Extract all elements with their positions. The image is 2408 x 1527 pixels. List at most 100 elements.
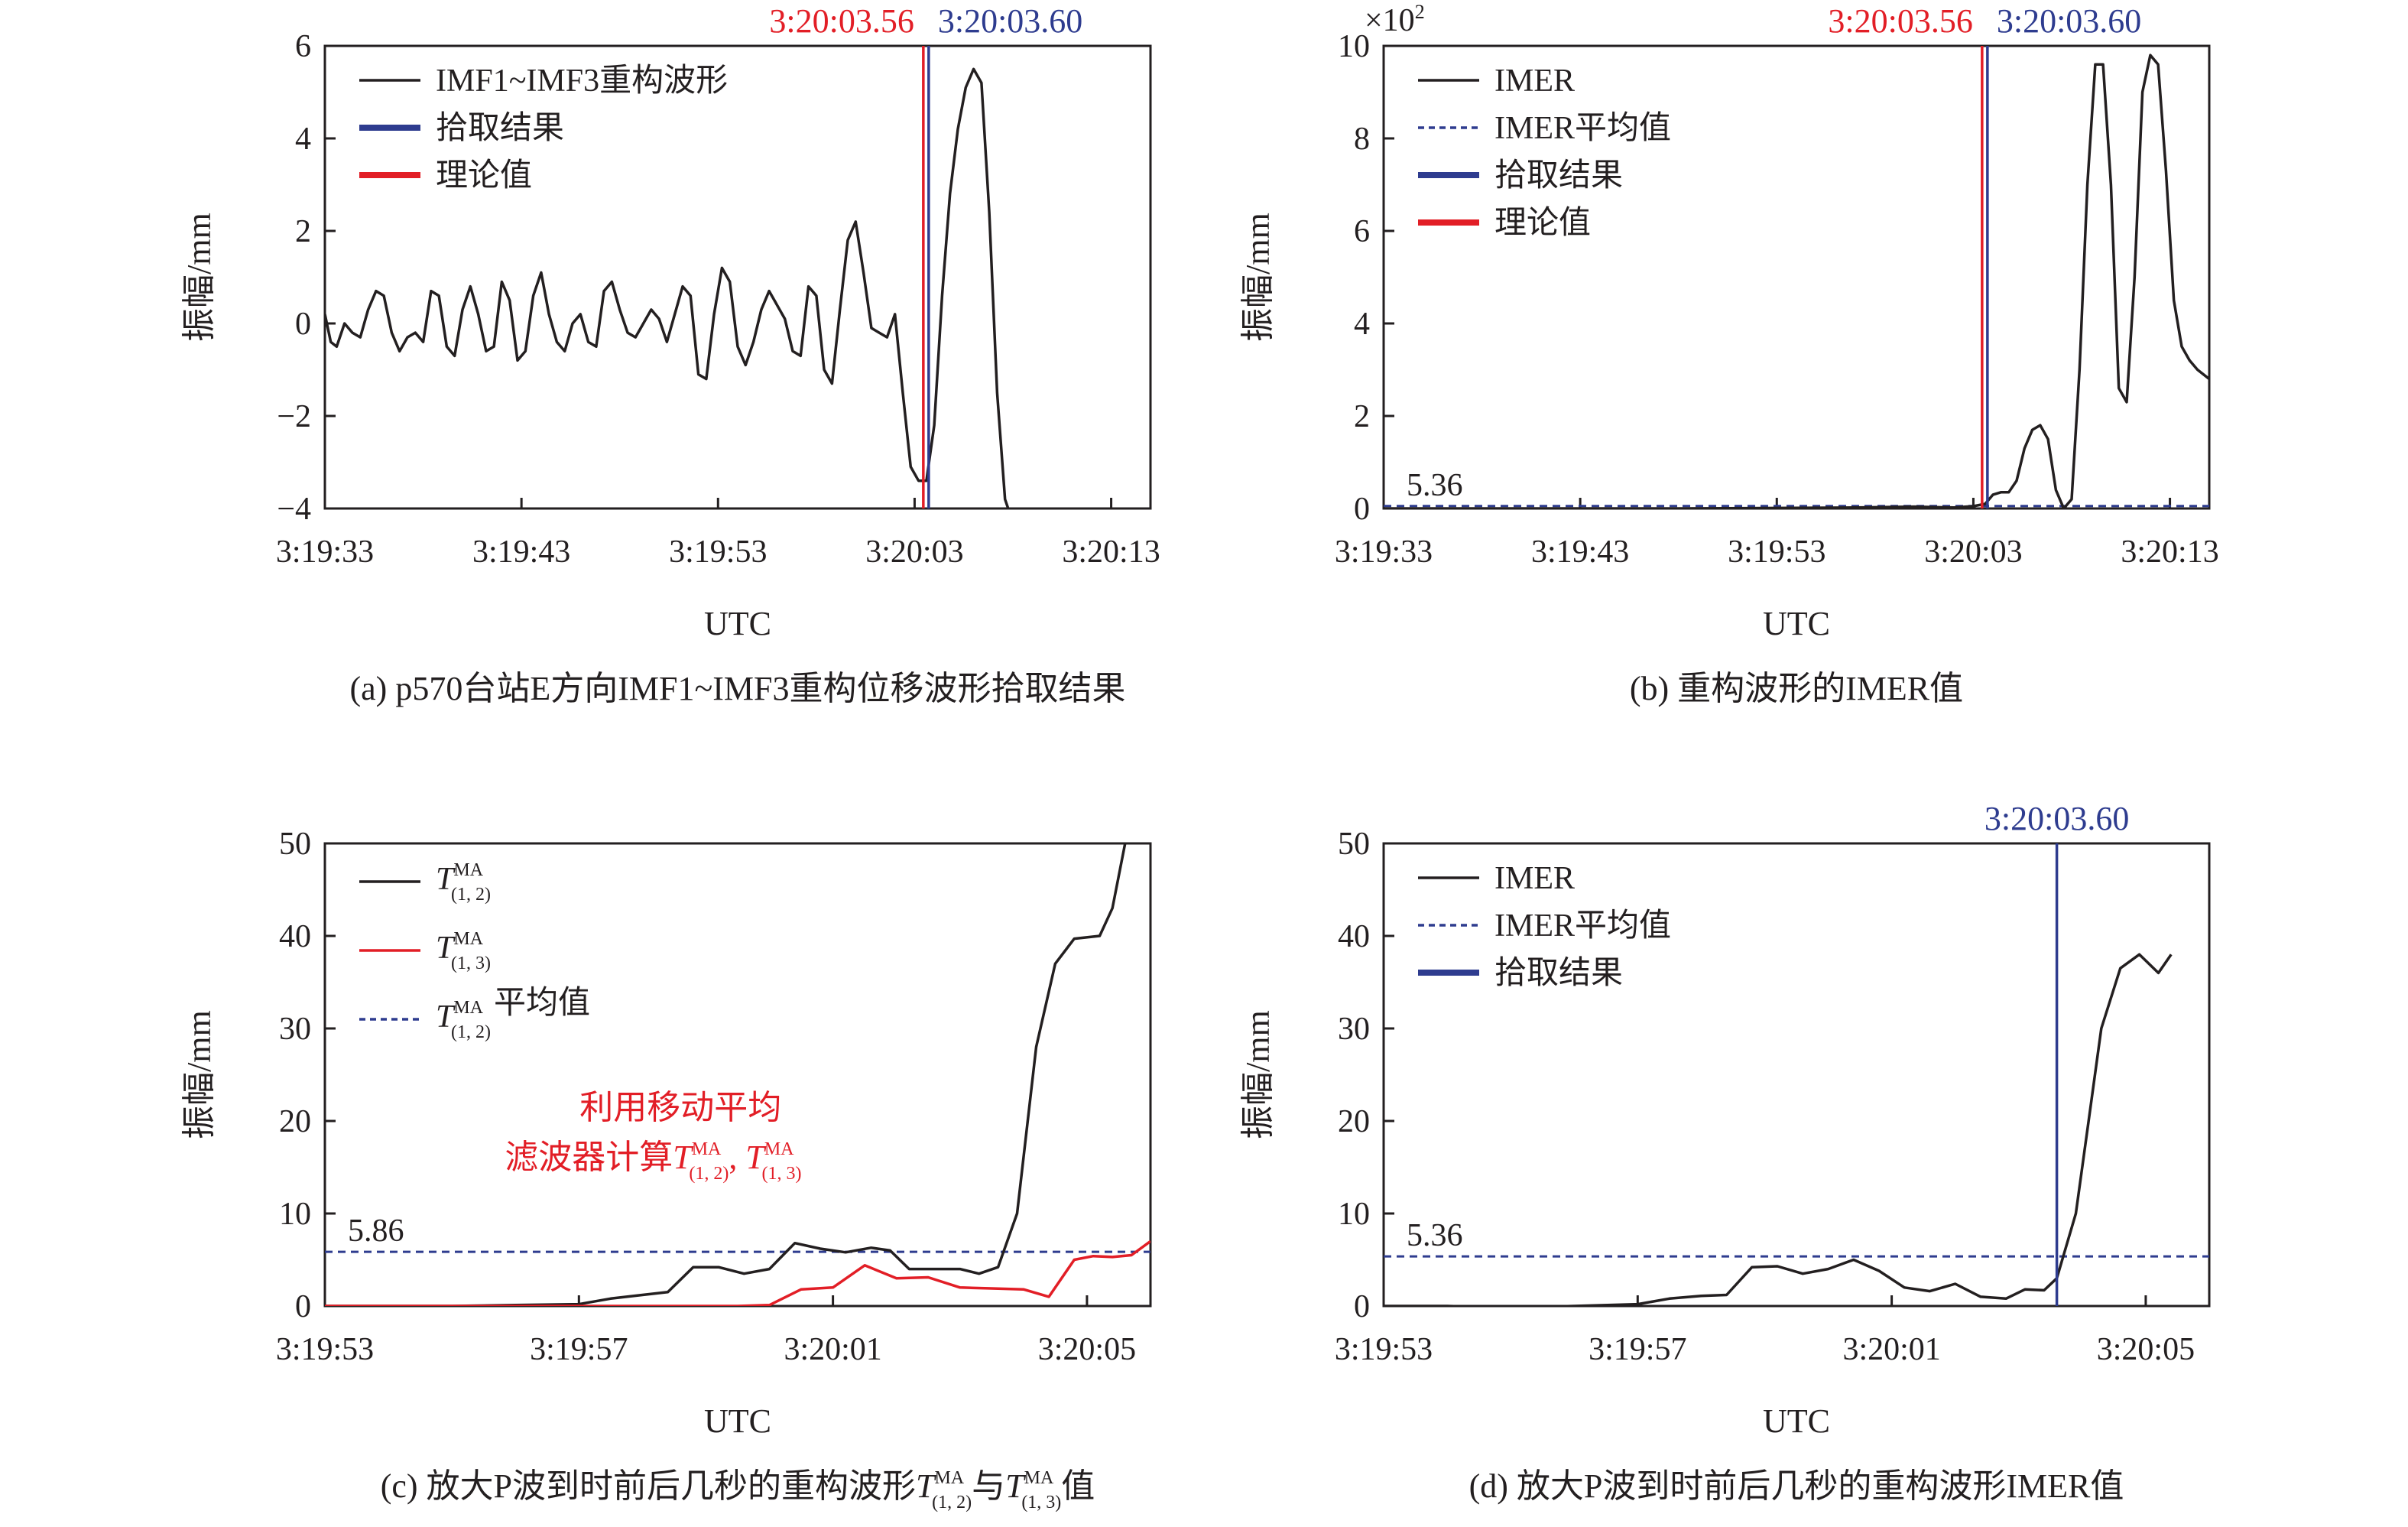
y-axis-title: 振幅/mm [180,213,218,342]
math-symbol: T [745,1139,767,1176]
x-tick-label: 3:20:05 [2097,1332,2195,1367]
plot-frame [323,44,1152,510]
plot-area [325,843,1150,1306]
y-axis-title: 振幅/mm [1239,1010,1277,1139]
x-tick-label: 3:20:05 [1038,1332,1136,1367]
caption-part: 值 [1061,1467,1095,1505]
caption-part: (c) 放大P波到时前后几秒的重构波形 [381,1467,916,1505]
annotation-line-2: 滤波器计算TMA (1, 2), TMA (1, 3) [505,1139,801,1184]
series-line-0 [325,67,1010,508]
y-tick-label: 6 [1354,214,1370,249]
math-sup: MA [453,998,483,1018]
x-tick-label: 3:19:57 [530,1332,628,1367]
series-line-0 [1384,953,2173,1306]
x-tick-label: 3:19:43 [472,534,570,570]
chart-a: −4 −2 0 2 4 6 3:19:33 3:19:43 3:19:53 3:20:03 3:20… [180,2,1160,707]
y-tick-label: 0 [1354,1289,1370,1324]
panel-caption: (c) 放大P波到时前后几秒的重构波形TMA (1, 2)与TMA (1, 3)值 [381,1467,1095,1512]
plot-area [1384,953,2209,1306]
math-symbol: T [673,1139,694,1176]
y-tick-label: −4 [277,492,311,527]
panel-caption: (b) 重构波形的IMER值 [1630,670,1963,707]
x-axis-title: UTC [1763,1402,1830,1440]
legend-label: IMF1~IMF3重构波形 [436,63,728,99]
legend-label: IMER [1494,63,1575,99]
plot-area [1384,54,2209,508]
x-tick-label: 3:19:33 [276,534,374,570]
legend: TMA (1, 2)TMA (1, 3)TMA (1, 2)平均值 [359,860,590,1042]
math-sup: MA [935,1468,965,1488]
y-tick-label: 50 [1338,827,1370,862]
legend-label: TMA (1, 2)平均值 [436,986,590,1042]
annotation-text: 滤波器计算 [505,1139,673,1176]
math-symbol: T [436,999,456,1035]
chart-b: 0 2 4 6 8 10 3:19:33 3:19:43 3:19:53 3:20:03 3:20:… [1239,1,2219,707]
legend-label: 理论值 [436,158,532,193]
plot-frame [323,842,1152,1308]
x-axis-title: UTC [704,1402,771,1440]
plot-frame [1382,842,2211,1308]
y-tick-label: 20 [279,1104,311,1139]
panel-caption: (d) 放大P波到时前后几秒的重构波形IMER值 [1469,1467,2124,1505]
y-exponent-power: 2 [1415,1,1425,23]
annotation-sep: , [729,1139,745,1176]
y-tick-label: 30 [279,1012,311,1047]
y-exponent-base: ×10 [1365,3,1415,38]
legend-label: TMA (1, 3) [436,929,491,973]
y-tick-label: 20 [1338,1104,1370,1139]
legend-label: TMA (1, 2) [436,860,491,905]
y-tick-label: 0 [295,1289,311,1324]
x-tick-label: 3:19:53 [669,534,767,570]
pick-time-label: 3:20:03.56 [1828,2,1972,40]
chart-c: 0 10 20 30 40 50 3:19:53 3:19:57 3:20:01 3:20:05 U… [180,827,1152,1512]
y-tick-label: 0 [295,307,311,342]
legend-label: IMER平均值 [1494,908,1671,944]
y-tick-label: 10 [279,1197,311,1232]
math-sub: (1, 2) [451,885,491,905]
x-tick-label: 3:20:01 [784,1332,881,1367]
y-tick-label: 2 [1354,399,1370,434]
pick-time-label: 3:20:03.60 [1997,2,2141,40]
math-sup: MA [453,929,483,949]
series-line-0 [325,843,1127,1306]
math-symbol: T [1005,1467,1027,1505]
y-tick-label: 50 [279,827,311,862]
y-tick-label: 40 [279,919,311,954]
caption-part: 与 [972,1467,1005,1505]
math-sub: (1, 2) [451,1022,491,1042]
y-tick-label: 30 [1338,1012,1370,1047]
math-symbol: T [436,931,456,966]
x-tick-label: 3:19:53 [1335,1332,1433,1367]
math-sub: (1, 3) [762,1164,802,1184]
chart-d: 0 10 20 30 40 50 3:19:53 3:19:57 3:20:01 3:20:05 U… [1239,800,2211,1505]
x-tick-label: 3:20:13 [1062,534,1160,570]
x-axis-title: UTC [1763,605,1830,642]
y-exponent-label: ×102 [1365,1,1425,38]
legend-label: IMER [1494,861,1575,896]
math-sup: MA [1024,1468,1054,1488]
mean-value-label: 5.36 [1407,1218,1463,1253]
x-tick-label: 3:19:33 [1335,534,1433,570]
legend-label: 拾取结果 [1494,956,1623,991]
math-sub: (1, 2) [932,1493,972,1512]
math-sub: (1, 2) [689,1164,729,1184]
x-tick-label: 3:20:03 [1924,534,2022,570]
y-tick-label: 2 [295,214,311,249]
pick-time-label: 3:20:03.60 [1984,800,2129,837]
plot-area [325,67,1010,508]
y-tick-label: 10 [1338,29,1370,64]
math-sup: MA [692,1139,722,1159]
x-tick-label: 3:19:53 [1728,534,1825,570]
y-tick-label: 10 [1338,1197,1370,1232]
panel-caption: (a) p570台站E方向IMF1~IMF3重构位移波形拾取结果 [349,670,1125,707]
series-line-1 [325,1239,1150,1306]
mean-value-label: 5.36 [1407,468,1463,503]
math-symbol: T [916,1467,937,1505]
y-axis-title: 振幅/mm [180,1010,218,1139]
series-line-0 [1384,54,2209,508]
y-tick-label: 0 [1354,492,1370,527]
